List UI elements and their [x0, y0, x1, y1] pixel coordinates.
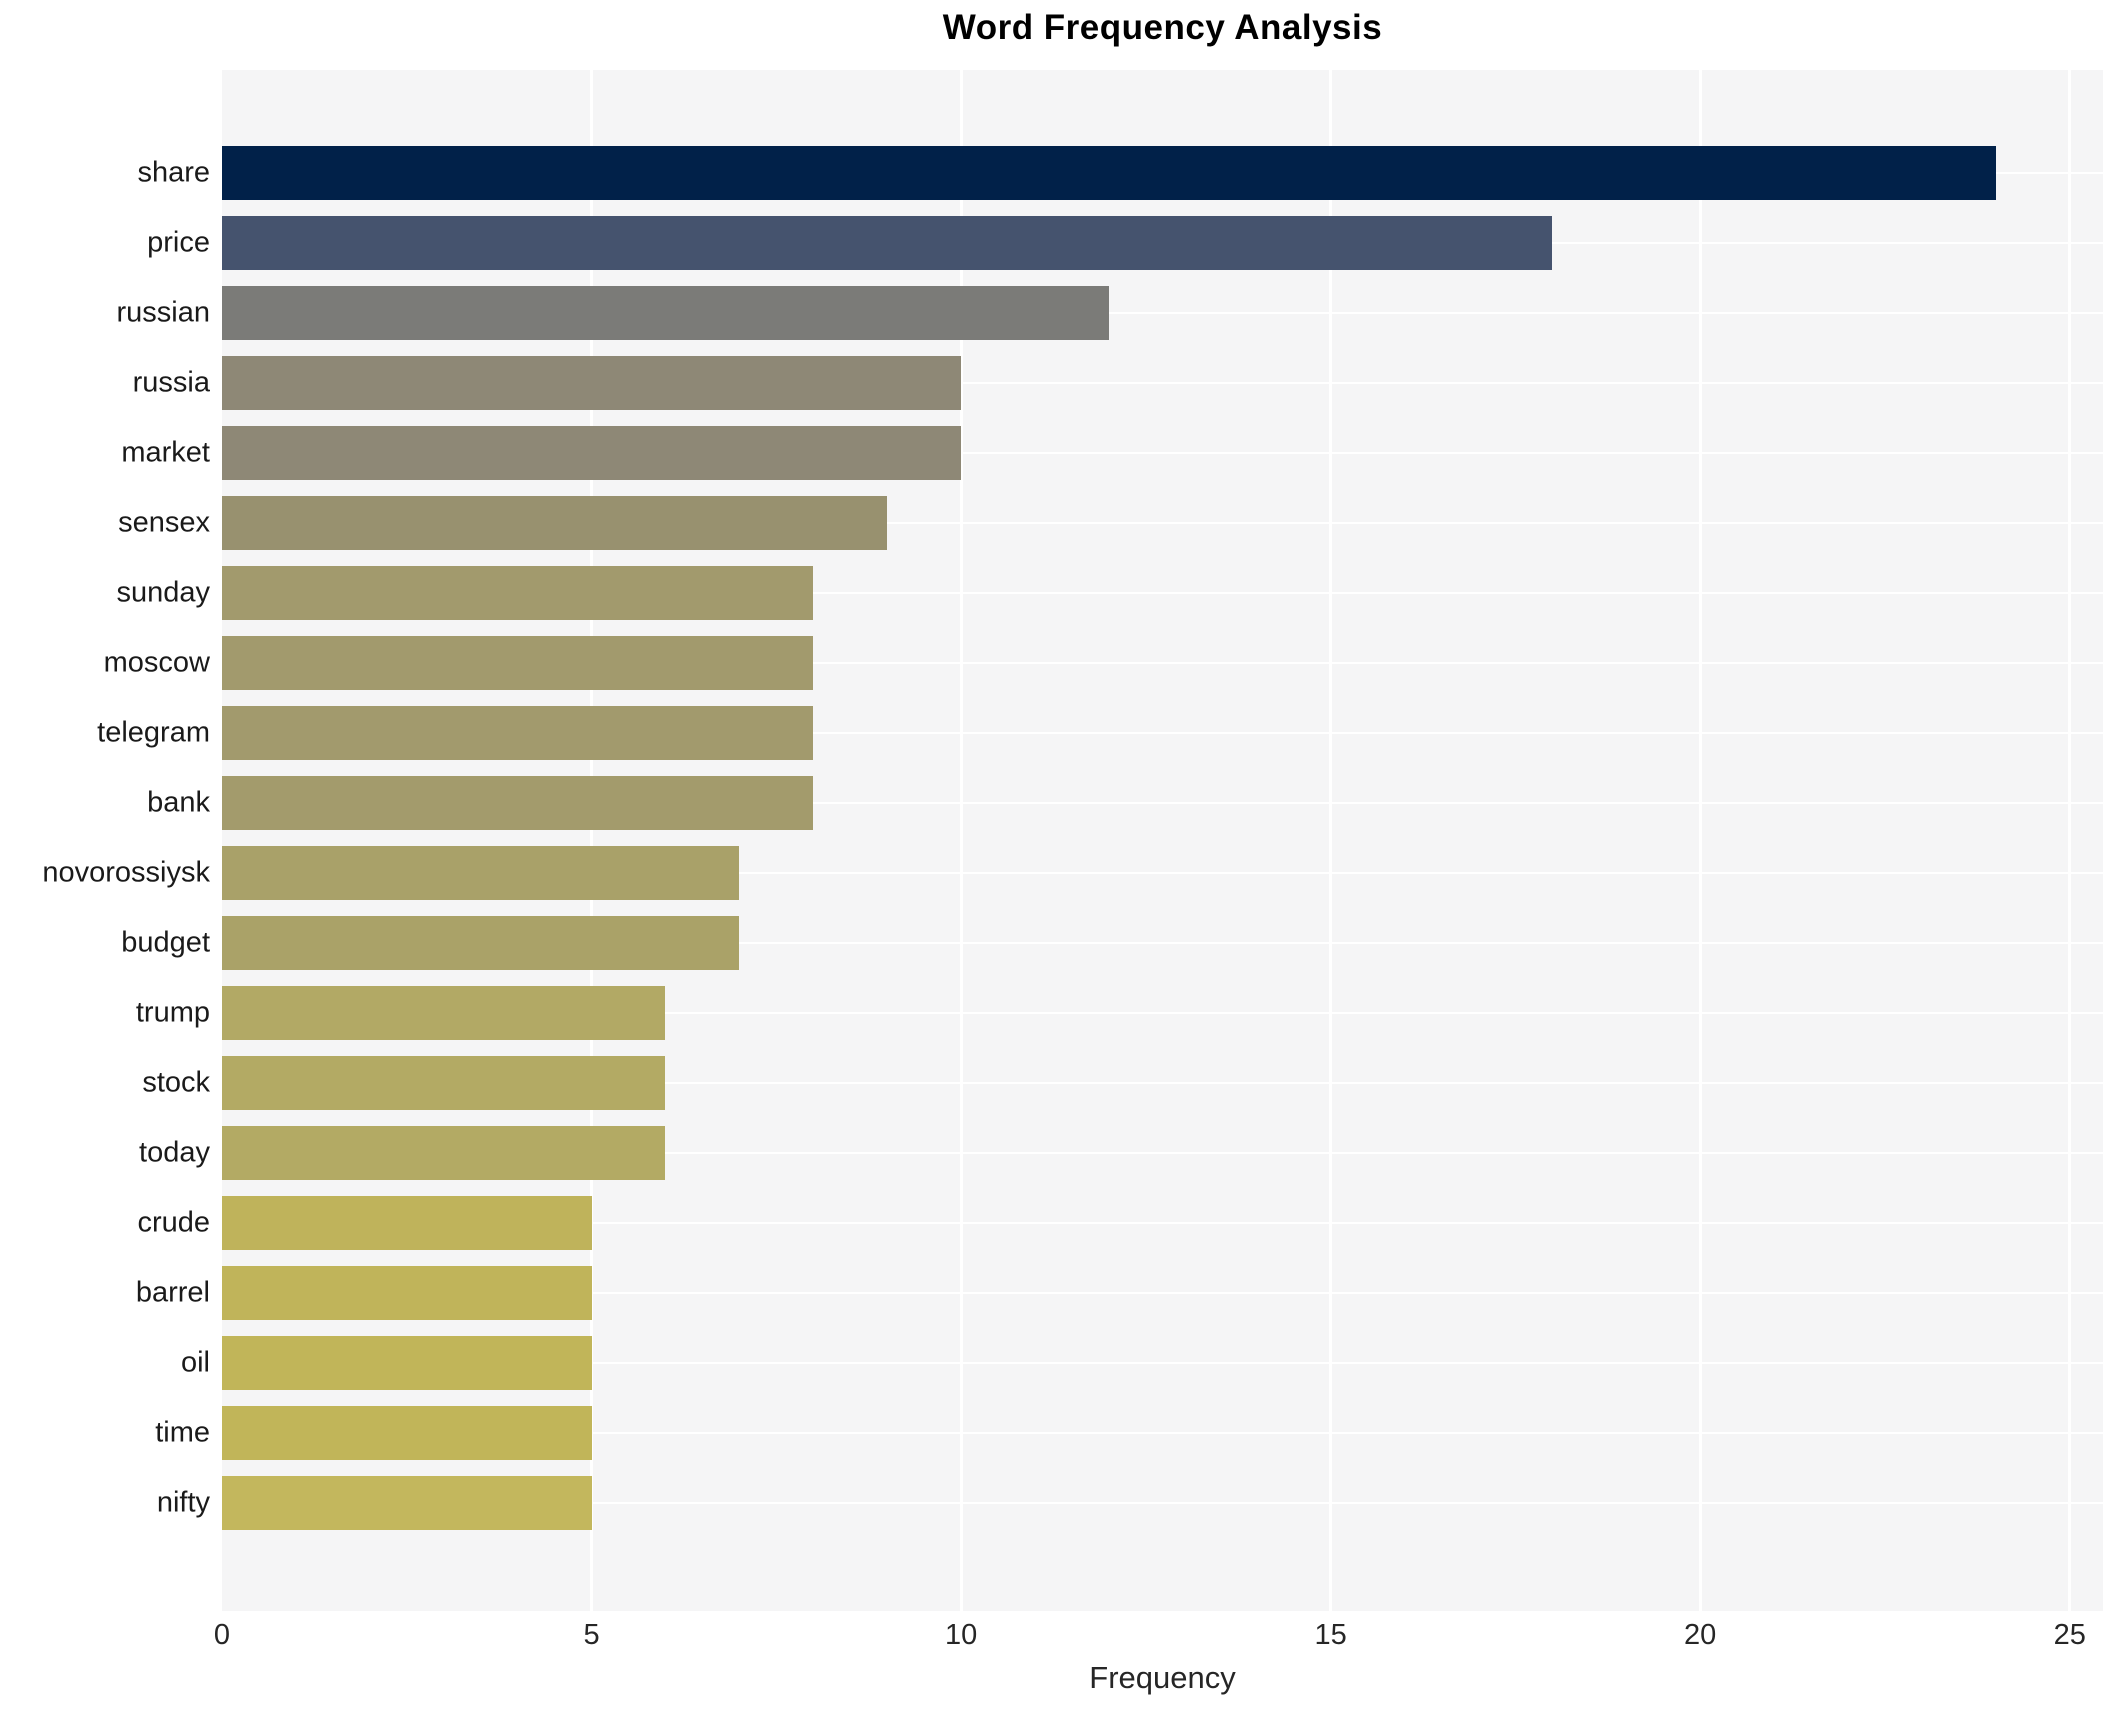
bar-oil [222, 1336, 592, 1390]
bar-barrel [222, 1266, 592, 1320]
gridline-y [222, 1432, 2103, 1434]
gridline-y [222, 1362, 2103, 1364]
gridline-x-10 [959, 70, 963, 1611]
gridline-y [222, 382, 2103, 384]
bar-row-crude: crude [137, 1188, 2103, 1258]
y-tick-label-today: today [139, 1136, 210, 1169]
gridline-y [222, 1502, 2103, 1504]
bar-row-sensex: sensex [118, 488, 2103, 558]
y-tick-label-barrel: barrel [135, 1276, 210, 1309]
gridline-y [222, 312, 2103, 314]
bar-market [222, 426, 962, 480]
bar-row-stock: stock [142, 1048, 2103, 1118]
gridline-y [222, 452, 2103, 454]
x-tick-label-25: 25 [2053, 1619, 2086, 1651]
gridline-y [222, 1152, 2103, 1154]
bar-share [222, 146, 1996, 200]
bar-sensex [222, 496, 888, 550]
bar-row-price: price [147, 208, 2103, 278]
gridline-y [222, 1082, 2103, 1084]
bar-novorossiysk [222, 846, 740, 900]
bar-budget [222, 916, 740, 970]
bar-nifty [222, 1476, 592, 1530]
y-tick-label-market: market [121, 436, 210, 469]
gridline-y [222, 872, 2103, 874]
gridline-x-20 [1698, 70, 1702, 1611]
y-tick-label-price: price [147, 226, 210, 259]
gridline-y [222, 942, 2103, 944]
gridline-y [222, 1222, 2103, 1224]
bar-trump [222, 986, 666, 1040]
gridline-x-15 [1329, 70, 1333, 1611]
bar-stock [222, 1056, 666, 1110]
bar-row-market: market [121, 418, 2103, 488]
y-tick-label-budget: budget [121, 926, 210, 959]
bar-price [222, 216, 1553, 270]
y-tick-label-nifty: nifty [156, 1486, 210, 1519]
x-axis-label: Frequency [1089, 1660, 1236, 1695]
bar-row-today: today [139, 1118, 2103, 1188]
bar-row-trump: trump [136, 978, 2103, 1048]
y-tick-label-time: time [155, 1416, 210, 1449]
bar-row-oil: oil [181, 1328, 2103, 1398]
bar-sunday [222, 566, 814, 620]
y-tick-label-sensex: sensex [118, 506, 210, 539]
bar-row-sunday: sunday [116, 558, 2103, 628]
gridline-x-5 [590, 70, 594, 1611]
gridline-y [222, 592, 2103, 594]
x-tick-label-0: 0 [213, 1619, 231, 1651]
y-tick-label-russia: russia [132, 366, 210, 399]
x-axis: 0 5 10 15 20 25 [214, 1619, 2103, 1659]
bar-row-bank: bank [147, 768, 2103, 838]
bar-row-time: time [155, 1398, 2103, 1468]
bar-row-russian: russian [117, 278, 2103, 348]
bar-russian [222, 286, 1109, 340]
x-tick-label-10: 10 [944, 1619, 978, 1651]
bar-today [222, 1126, 666, 1180]
y-tick-label-stock: stock [142, 1066, 210, 1099]
bar-telegram [222, 706, 814, 760]
bar-row-moscow: moscow [104, 628, 2103, 698]
gridline-y [222, 1292, 2103, 1294]
gridline-y [222, 662, 2103, 664]
bar-row-budget: budget [121, 908, 2103, 978]
y-tick-label-crude: crude [137, 1206, 210, 1239]
y-tick-label-telegram: telegram [97, 716, 210, 749]
gridline-x-25 [2068, 70, 2072, 1611]
bar-russia [222, 356, 962, 410]
bar-rows: share price russian russia market sensex sunda… [42, 138, 2103, 1538]
y-tick-label-trump: trump [135, 996, 210, 1029]
bar-row-telegram: telegram [97, 698, 2103, 768]
y-tick-label-oil: oil [180, 1346, 210, 1379]
y-tick-label-bank: bank [147, 786, 210, 819]
bar-row-nifty: nifty [157, 1468, 2103, 1538]
y-tick-label-sunday: sunday [116, 576, 210, 609]
bar-crude [222, 1196, 592, 1250]
bar-row-russia: russia [133, 348, 2103, 418]
bar-moscow [222, 636, 814, 690]
gridline-y [222, 732, 2103, 734]
bar-time [222, 1406, 592, 1460]
x-tick-label-15: 15 [1314, 1619, 1347, 1651]
bar-bank [222, 776, 814, 830]
bar-row-novorossiysk: novorossiysk [42, 838, 2103, 908]
bar-row-barrel: barrel [136, 1258, 2103, 1328]
chart-title: Word Frequency Analysis [942, 8, 1383, 47]
bar-row-share: share [137, 138, 2103, 208]
plot-area: share price russian russia market sensex sunda… [42, 70, 2103, 1611]
y-tick-label-russian: russian [116, 296, 211, 329]
x-tick-label-20: 20 [1684, 1619, 1717, 1651]
gridline-y [222, 1012, 2103, 1014]
gridline-y [222, 522, 2103, 524]
y-tick-label-novorossiysk: novorossiysk [42, 856, 210, 889]
y-tick-label-share: share [137, 156, 210, 189]
x-tick-label-5: 5 [583, 1619, 600, 1651]
y-tick-label-moscow: moscow [103, 646, 210, 679]
gridline-y [222, 802, 2103, 804]
